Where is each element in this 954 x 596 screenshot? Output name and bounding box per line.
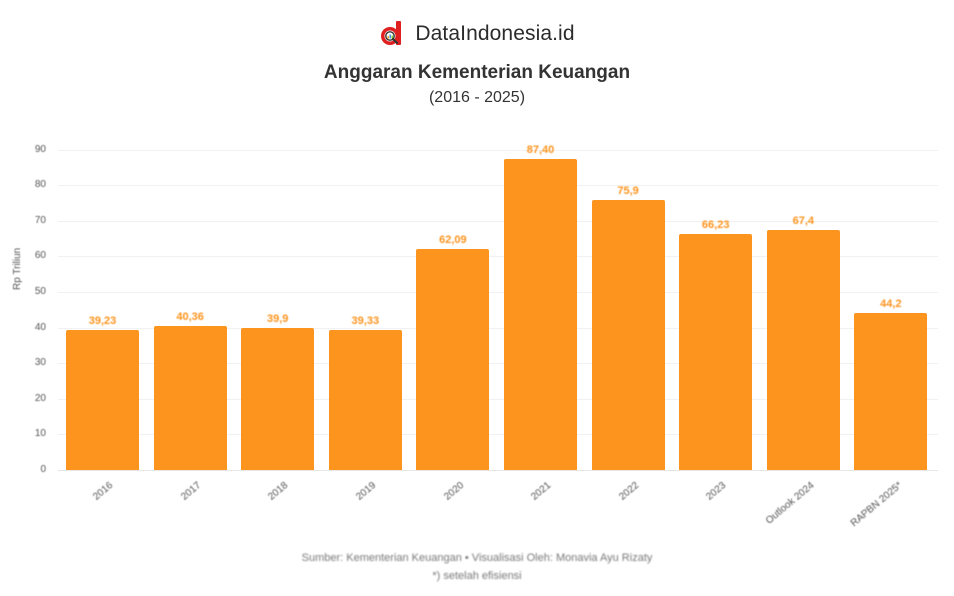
gridline [58, 185, 938, 187]
x-tick-label: 2016 [91, 480, 116, 503]
y-tick-label: 50 [34, 285, 46, 297]
bar-value-label: 87,40 [526, 143, 555, 156]
brand-header: DataIndonesia.id [0, 20, 954, 48]
y-tick-label: 60 [34, 250, 46, 262]
bar[interactable] [766, 230, 840, 470]
chart-plot-area: Rp Triliun 0 10 20 30 40 50 60 70 80 90 39,23 2016 4… [12, 130, 938, 529]
bar-value-label: 67,4 [792, 215, 814, 228]
gridline [58, 434, 938, 436]
bar[interactable] [854, 312, 928, 470]
x-tick-label: 2023 [704, 480, 729, 503]
y-tick-label: 0 [40, 464, 46, 475]
bar[interactable] [153, 326, 227, 470]
y-tick-label: 70 [34, 214, 46, 226]
bar-value-label: 39,23 [88, 315, 117, 328]
gridline [58, 327, 938, 329]
bar[interactable] [328, 329, 402, 470]
gridline [58, 363, 938, 365]
x-tick-label: 2019 [354, 480, 379, 503]
bar-value-label: 39,33 [351, 314, 380, 327]
y-tick-label: 40 [34, 321, 46, 333]
bar[interactable] [504, 158, 577, 470]
x-axis-line [58, 470, 938, 471]
bar-value-label: 62,09 [439, 233, 467, 246]
y-tick-label: 20 [34, 392, 46, 404]
bar-value-label: 40,36 [176, 311, 204, 324]
y-tick-label: 80 [34, 179, 46, 191]
bar-value-label: 44,2 [880, 297, 902, 310]
gridline [58, 149, 938, 151]
x-tick-label: 2022 [617, 480, 642, 503]
gridline [58, 291, 938, 293]
x-tick-label: Outlook 2024 [763, 480, 817, 527]
x-tick-label: 2017 [179, 480, 204, 503]
footnote: *) setelah efisiensi [432, 570, 522, 582]
chart-subtitle: (2016 - 2025) [428, 89, 526, 106]
bar-value-label: 75,9 [617, 184, 639, 197]
gridline [58, 220, 938, 222]
gridline [58, 398, 938, 400]
dataindonesia-logo-icon [379, 20, 405, 48]
bar-value-label: 66,23 [701, 219, 730, 232]
chart-title: Anggaran Kementerian Keuangan [323, 62, 631, 83]
x-tick-label: RAPBN 2025* [848, 480, 904, 530]
gridline [58, 256, 938, 258]
bar[interactable] [591, 199, 665, 470]
bar-value-label: 39,9 [266, 312, 289, 325]
y-tick-label: 10 [34, 428, 46, 440]
bar[interactable] [416, 248, 490, 470]
x-tick-label: 2021 [529, 480, 554, 503]
y-tick-label: 90 [34, 143, 46, 155]
bar[interactable] [241, 327, 315, 470]
bar[interactable] [66, 330, 139, 470]
x-tick-label: 2020 [441, 480, 466, 503]
y-tick-label: 30 [34, 357, 46, 369]
source-note: Sumber: Kementerian Keuangan • Visualisa… [301, 552, 653, 564]
bar[interactable] [679, 234, 753, 470]
brand-name: DataIndonesia.id [415, 22, 575, 45]
x-tick-label: 2018 [266, 480, 291, 503]
